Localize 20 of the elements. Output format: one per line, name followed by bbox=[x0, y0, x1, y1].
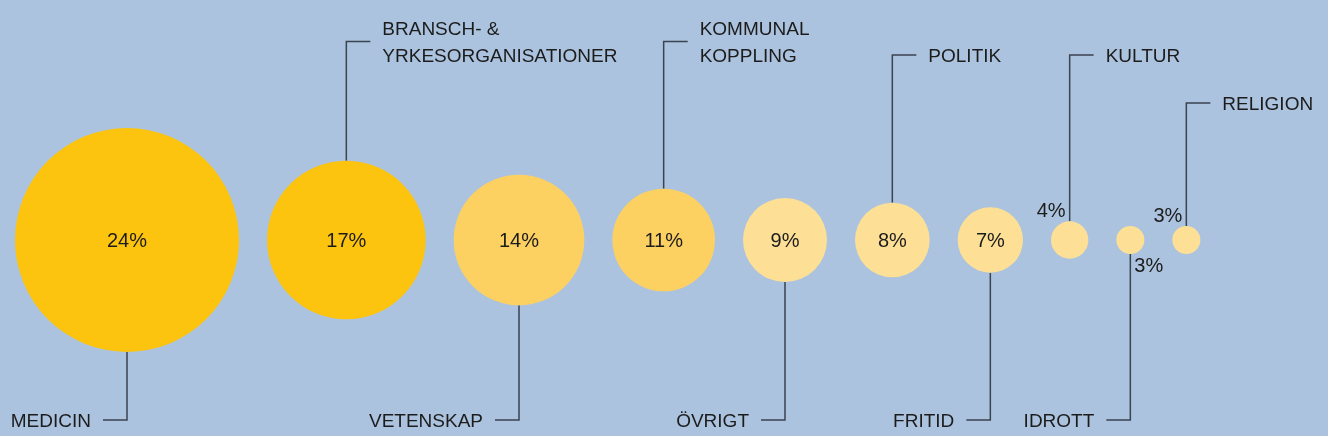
data-label: 3% bbox=[1153, 204, 1183, 226]
category-label: POLITIK bbox=[928, 44, 1002, 66]
data-label: 7% bbox=[975, 229, 1005, 251]
category-label: RELIGION bbox=[1222, 92, 1314, 114]
data-label: 3% bbox=[1134, 254, 1164, 276]
data-label: 9% bbox=[770, 229, 800, 251]
data-label: 17% bbox=[326, 229, 367, 251]
data-label: 8% bbox=[877, 229, 907, 251]
data-label: 4% bbox=[1036, 199, 1066, 222]
category-label: MEDICIN bbox=[10, 409, 91, 431]
category-label: FRITID bbox=[893, 409, 955, 431]
category-label: KOMMUNAL KOPPLING bbox=[699, 17, 810, 66]
category-label: KULTUR bbox=[1105, 44, 1181, 66]
category-label: ÖVRIGT bbox=[676, 409, 750, 431]
data-label: 14% bbox=[498, 229, 540, 251]
category-label: BRANSCH- & YRKESORGANISATIONER bbox=[382, 17, 618, 66]
category-label: IDROTT bbox=[1023, 409, 1095, 431]
data-label: 11% bbox=[644, 229, 684, 251]
category-label: VETENSKAP bbox=[368, 409, 483, 431]
data-label: 24% bbox=[106, 229, 148, 251]
